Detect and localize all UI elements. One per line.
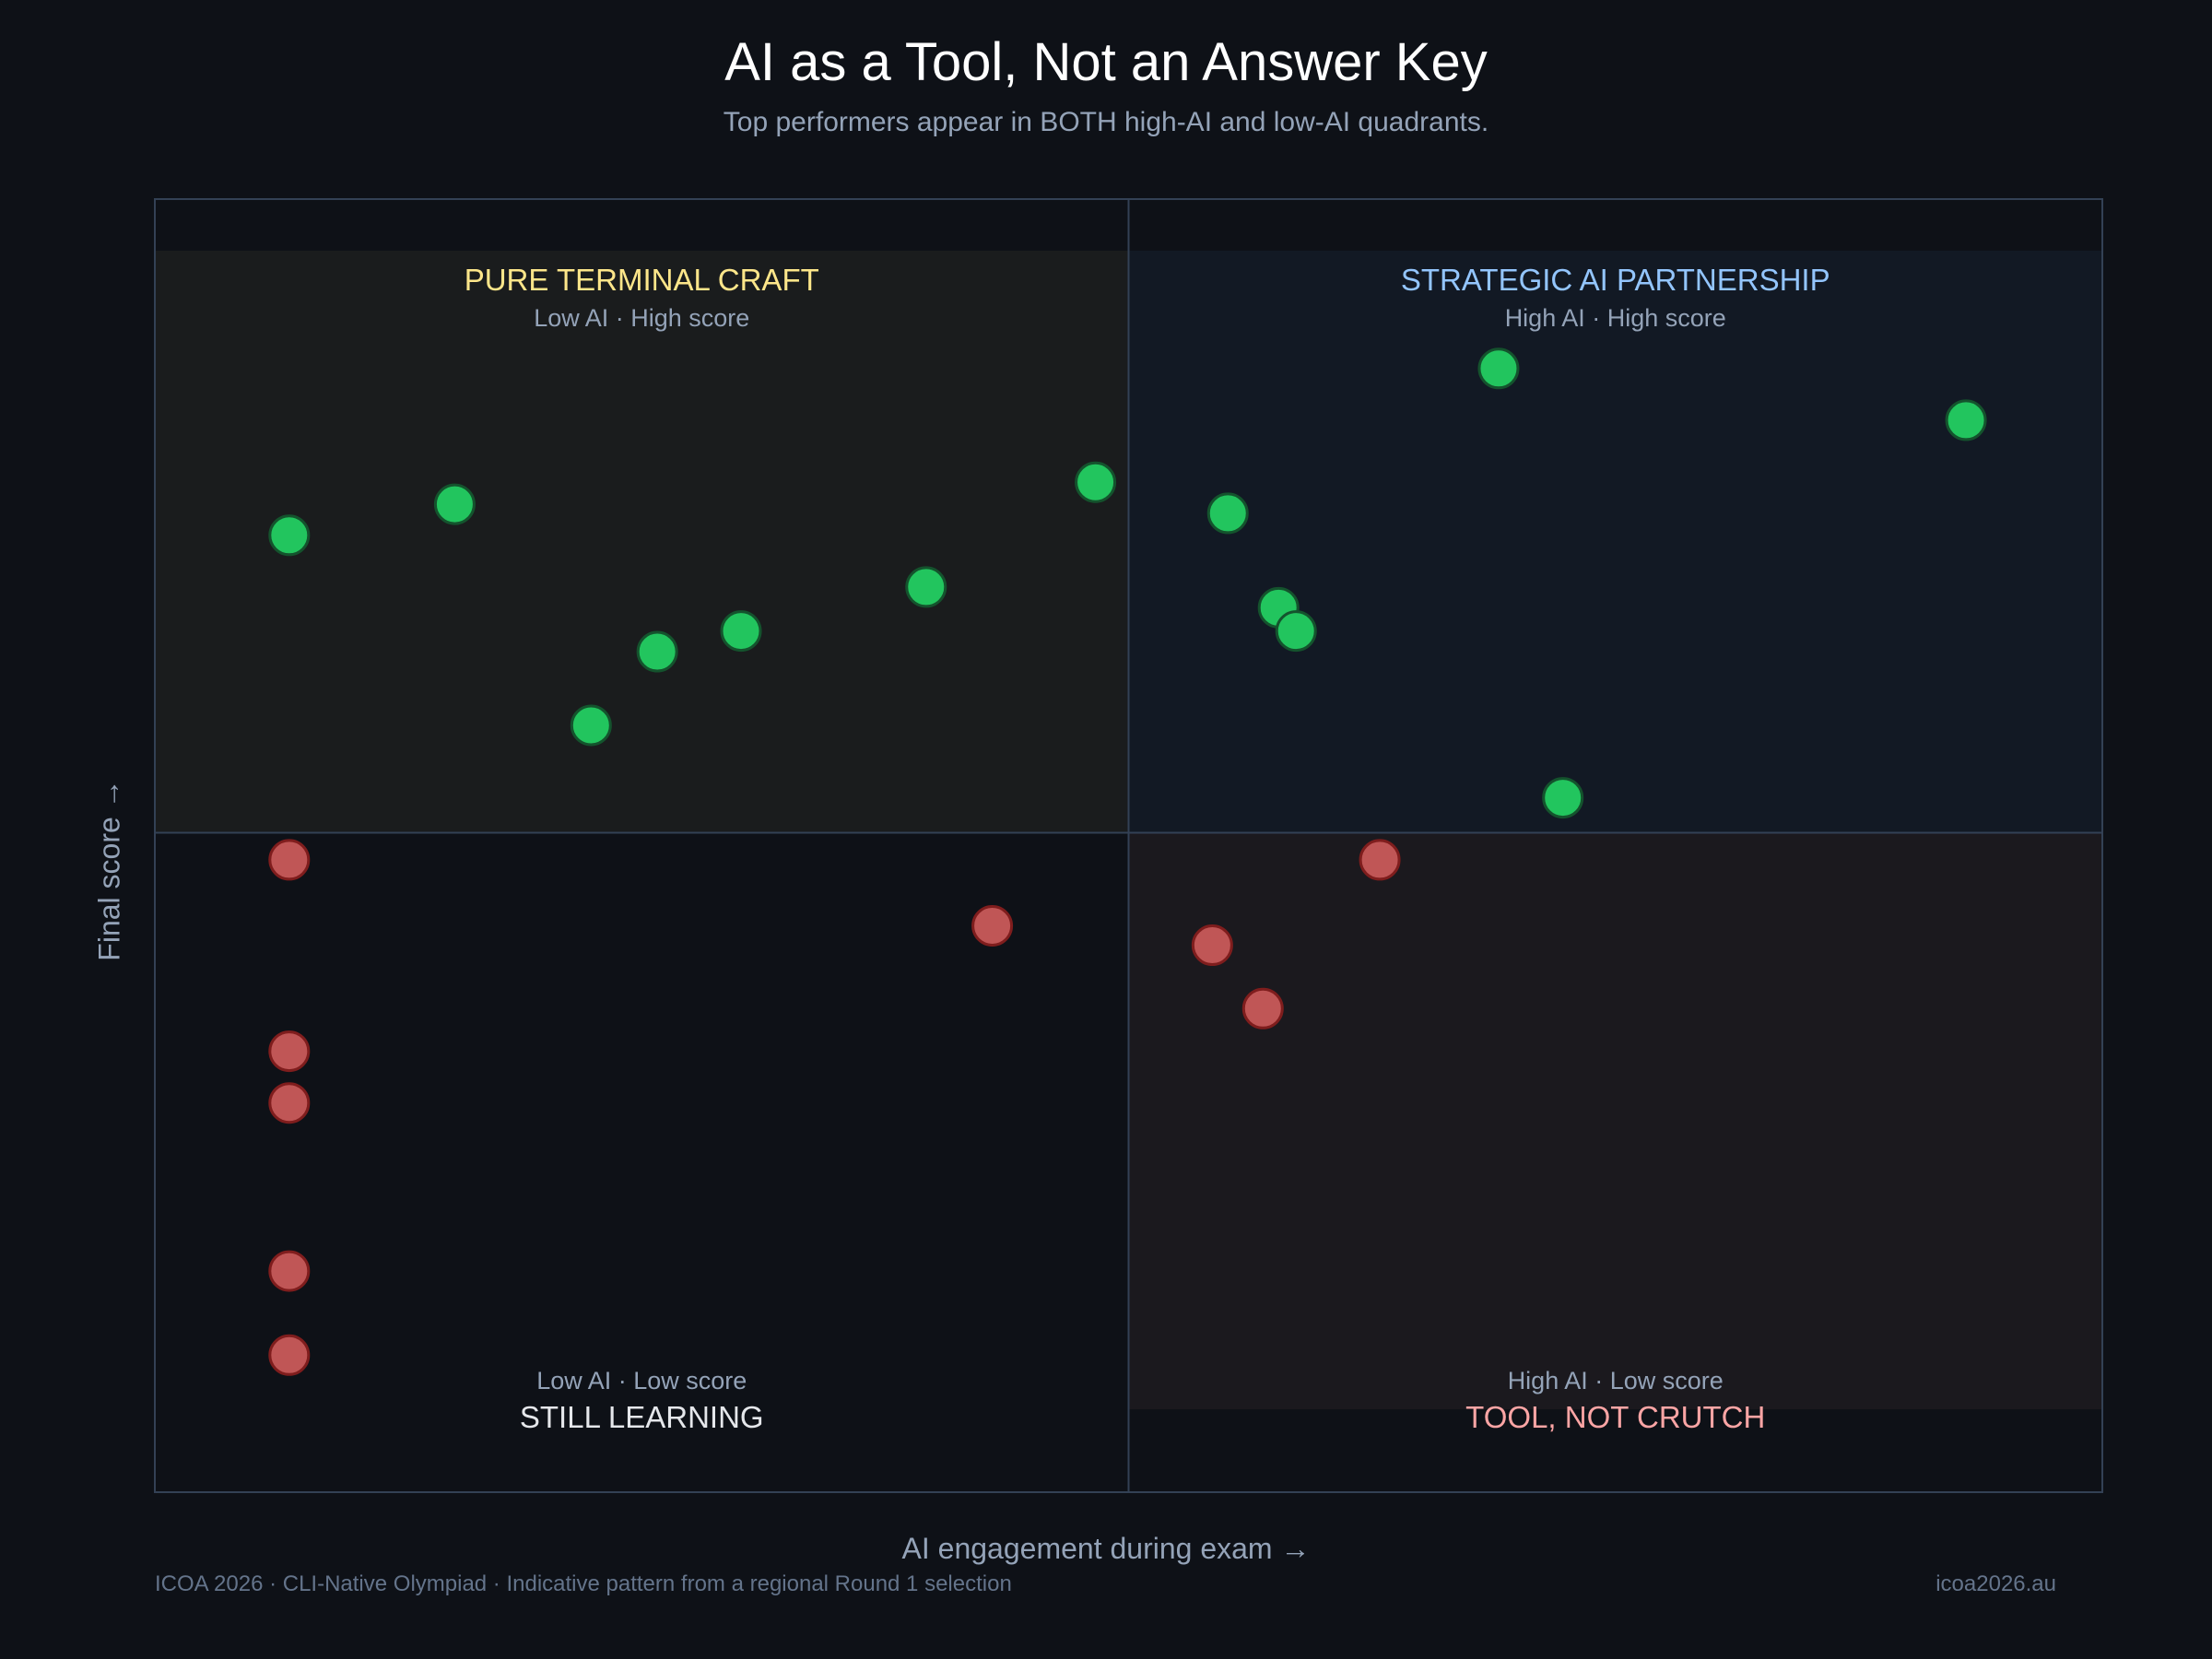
data-point-high-score bbox=[1206, 492, 1249, 535]
quadrant-subtitle-top-left: Low AI · High score bbox=[534, 304, 749, 332]
chart-title: AI as a Tool, Not an Answer Key bbox=[724, 32, 1488, 92]
quadrant-title-bottom-left: STILL LEARNING bbox=[520, 1400, 764, 1434]
x-axis-label: AI engagement during exam → bbox=[901, 1532, 1311, 1565]
data-point-high-score bbox=[570, 704, 612, 747]
data-point-high-score bbox=[1477, 347, 1520, 390]
quadrant-top-left bbox=[155, 251, 1129, 833]
quadrant-top-right bbox=[1128, 251, 2102, 833]
y-axis-label: Final score → bbox=[92, 779, 126, 961]
chart-subtitle: Top performers appear in BOTH high-AI an… bbox=[723, 107, 1489, 137]
data-point-high-score bbox=[433, 483, 476, 525]
data-point-low-score bbox=[268, 1030, 311, 1073]
data-point-low-score bbox=[268, 1334, 311, 1376]
data-point-high-score bbox=[1945, 399, 1987, 441]
data-point-low-score bbox=[1191, 924, 1233, 967]
data-point-low-score bbox=[268, 1250, 311, 1292]
quadrant-subtitle-bottom-right: High AI · Low score bbox=[1508, 1367, 1724, 1394]
quadrant-bottom-left bbox=[155, 832, 1129, 1492]
quadrant-title-top-left: PURE TERMINAL CRAFT bbox=[465, 263, 819, 297]
data-point-high-score bbox=[1075, 461, 1117, 503]
data-point-high-score bbox=[720, 610, 762, 653]
data-point-low-score bbox=[268, 839, 311, 881]
data-point-low-score bbox=[1359, 839, 1401, 881]
data-point-high-score bbox=[1275, 610, 1317, 653]
quadrant-subtitle-top-right: High AI · High score bbox=[1505, 304, 1726, 332]
data-point-low-score bbox=[1241, 987, 1284, 1030]
data-point-high-score bbox=[1542, 777, 1584, 819]
data-point-high-score bbox=[636, 630, 678, 673]
footer-site-link[interactable]: icoa2026.au bbox=[1936, 1571, 2056, 1596]
quadrant-title-top-right: STRATEGIC AI PARTNERSHIP bbox=[1401, 263, 1830, 297]
data-point-low-score bbox=[268, 1082, 311, 1124]
footer-credits: ICOA 2026 · CLI-Native Olympiad · Indica… bbox=[155, 1571, 1012, 1596]
data-point-high-score bbox=[905, 566, 947, 608]
quadrant-subtitle-bottom-left: Low AI · Low score bbox=[536, 1367, 747, 1394]
quadrant-title-bottom-right: TOOL, NOT CRUTCH bbox=[1465, 1400, 1765, 1434]
quadrant-bottom-right bbox=[1128, 832, 2102, 1409]
data-point-high-score bbox=[268, 514, 311, 557]
data-point-low-score bbox=[971, 904, 1014, 947]
